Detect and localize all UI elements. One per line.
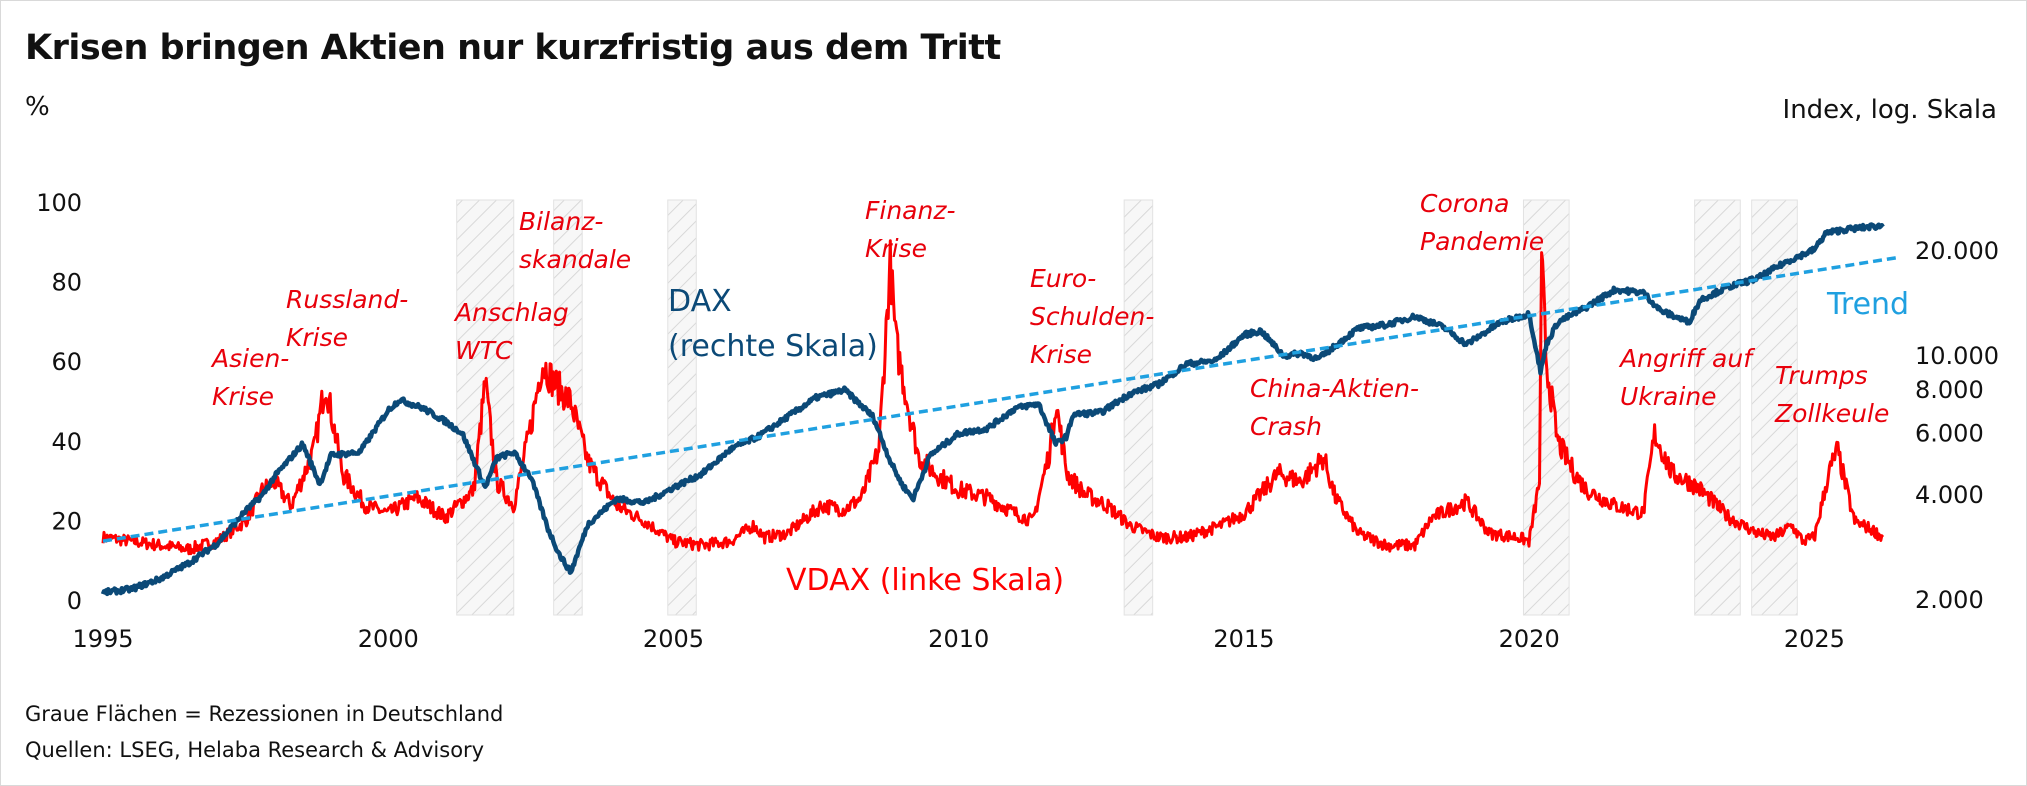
- crisis-annotation: Angriff auf Ukraine: [1618, 344, 1755, 411]
- crisis-annotation: Trumps Zollkeule: [1774, 361, 1889, 428]
- crisis-annotation: Finanz-Krise: [865, 196, 955, 263]
- crisis-annotation: Euro-Schulden-Krise: [1030, 264, 1154, 369]
- crisis-annotation: Asien-Krise: [210, 344, 289, 411]
- right-axis-tick: 2.000: [1915, 586, 1984, 614]
- source-note: Quellen: LSEG, Helaba Research & Advisor…: [25, 738, 485, 762]
- recession-band: [1694, 199, 1741, 616]
- right-axis-tick: 20.000: [1915, 237, 1999, 265]
- crisis-annotation: Corona Pandemie: [1420, 189, 1544, 256]
- recession-band: [1123, 199, 1154, 616]
- x-axis-tick: 2020: [1499, 625, 1560, 653]
- right-axis-tick: 8.000: [1915, 376, 1984, 404]
- crisis-annotation: Anschlag WTC: [453, 298, 569, 365]
- left-axis-tick: 100: [36, 189, 82, 217]
- recession-band: [667, 199, 697, 616]
- series-label-dax-axis: (rechte Skala): [668, 329, 878, 364]
- x-axis-tick: 2005: [643, 625, 704, 653]
- right-axis-unit: Index, log. Skala: [1782, 95, 1997, 125]
- right-axis-tick: 10.000: [1915, 342, 1999, 370]
- recession-band: [456, 199, 515, 616]
- right-axis-tick: 6.000: [1915, 419, 1984, 447]
- left-axis-tick: 40: [51, 428, 82, 456]
- left-axis-tick: 60: [51, 348, 82, 376]
- series-vdax-line: [101, 239, 1885, 556]
- crisis-annotation: Bilanz-skandale: [519, 207, 631, 274]
- x-axis-tick: 2010: [928, 625, 989, 653]
- x-axis-tick: 2000: [358, 625, 419, 653]
- left-axis-tick: 20: [51, 507, 82, 535]
- left-axis-unit: %: [25, 92, 50, 122]
- left-axis-tick: 0: [67, 587, 82, 615]
- x-axis-tick: 2025: [1784, 625, 1845, 653]
- series-label-dax: DAX: [668, 284, 732, 319]
- series-label-vdax: VDAX (linke Skala): [786, 563, 1064, 598]
- recession-band: [1522, 199, 1570, 616]
- series-dax-line: [100, 222, 1885, 597]
- right-axis-tick: 4.000: [1915, 481, 1984, 509]
- left-axis-tick: 80: [51, 269, 82, 297]
- series-label-trend: Trend: [1826, 287, 1909, 322]
- x-axis-tick: 1995: [72, 625, 133, 653]
- chart-title: Krisen bringen Aktien nur kurzfristig au…: [25, 28, 1001, 68]
- recession-note: Graue Flächen = Rezessionen in Deutschla…: [25, 702, 504, 726]
- series-trend-line: [102, 255, 1901, 543]
- crisis-annotation: Russland-Krise: [286, 285, 408, 352]
- x-axis-tick: 2015: [1213, 625, 1274, 653]
- crisis-annotation: China-Aktien-Crash: [1250, 374, 1419, 441]
